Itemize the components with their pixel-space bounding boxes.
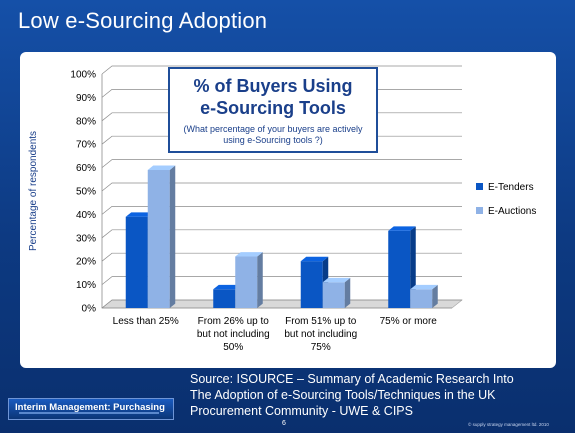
y-tick-label: 40% [76, 210, 96, 221]
bar-front [147, 169, 170, 308]
bar-front [322, 282, 345, 308]
copyright-notice: © supply strategy management ltd. 2010 [468, 422, 549, 427]
bar-front [300, 261, 323, 308]
bar-top [300, 256, 329, 262]
chart-title: e-Sourcing Tools [200, 98, 346, 118]
y-tick-label: 80% [76, 116, 96, 127]
slide-title: Low e-Sourcing Adoption [18, 8, 268, 33]
y-tick-label: 90% [76, 93, 96, 104]
source-line: Source: ISOURCE – Summary of Academic Re… [190, 372, 514, 386]
gridline [101, 229, 462, 239]
logo-underline [19, 412, 159, 414]
source-line: The Adoption of e-Sourcing Tools/Techniq… [190, 388, 496, 402]
bar-top [235, 252, 263, 257]
legend-swatch [476, 207, 483, 214]
chart-subtitle: using e-Sourcing tools ?) [223, 135, 323, 145]
y-tick-label: 30% [76, 233, 96, 244]
bar-top [213, 284, 241, 290]
bar-front [235, 256, 258, 308]
source-line: Procurement Community - UWE & CIPS [190, 404, 413, 418]
gridline [101, 159, 462, 168]
gridline [101, 206, 462, 215]
y-tick-label: 0% [82, 304, 97, 315]
x-tick-label: From 51% up to [285, 316, 357, 327]
chart-subtitle: (What percentage of your buyers are acti… [183, 124, 363, 134]
x-tick-label: 50% [223, 342, 243, 353]
page-number: 6 [282, 420, 286, 427]
bar-top [410, 284, 438, 290]
company-logo: Interim Management: Purchasing [8, 398, 174, 420]
bar-top [125, 212, 154, 217]
y-axis-label: Percentage of respondents [28, 131, 39, 251]
gridline [101, 252, 462, 262]
x-tick-label: but not including [197, 329, 270, 340]
bar-top [147, 165, 176, 170]
x-tick-label: 75% [311, 342, 331, 353]
bar-side [169, 165, 176, 308]
legend-label: E-Tenders [488, 182, 534, 193]
x-tick-label: Less than 25% [113, 316, 179, 327]
gridline [101, 276, 462, 285]
chart-title-box [168, 67, 378, 153]
bar-top [322, 277, 351, 283]
x-tick-label: but not including [284, 329, 357, 340]
x-tick-label: From 26% up to [198, 316, 270, 327]
source-citation: Source: ISOURCE – Summary of Academic Re… [190, 371, 570, 419]
legend-label: E-Auctions [488, 206, 536, 217]
x-tick-label: 75% or more [380, 316, 438, 327]
bar-side [344, 277, 351, 308]
y-tick-label: 10% [76, 280, 96, 291]
y-tick-label: 20% [76, 257, 96, 268]
bar-chart: 0% 10% 20% 30% 40% 50% 60% 70% 80% 90% 100% Percent… [28, 65, 536, 353]
legend-swatch [476, 183, 483, 190]
bar-top [388, 226, 416, 231]
bar-side [432, 284, 438, 308]
y-tick-label: 50% [76, 187, 96, 198]
bar-front [388, 230, 411, 308]
y-tick-label: 60% [76, 163, 96, 174]
bar-front [213, 289, 236, 308]
y-tick-label: 100% [70, 70, 96, 81]
y-tick-label: 70% [76, 140, 96, 151]
chart-title: % of Buyers Using [193, 76, 352, 96]
logo-text: Interim Management: Purchasing [15, 402, 165, 413]
bar-side [257, 252, 263, 308]
gridline [101, 182, 462, 192]
bar-front [410, 289, 433, 308]
gridline [101, 65, 462, 75]
bar-front [125, 216, 148, 308]
